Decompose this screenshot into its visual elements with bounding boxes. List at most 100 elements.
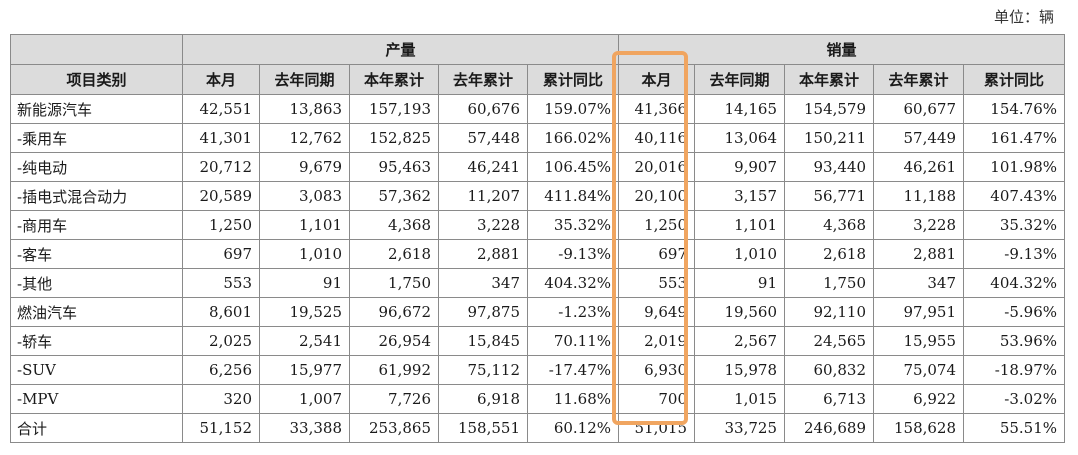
cell-prod-ytd: 157,193 — [349, 94, 439, 124]
cell-prod-month: 553 — [182, 268, 260, 298]
cell-sales-last-ytd: 60,677 — [873, 94, 965, 124]
cell-sales-last-year: 1,015 — [694, 384, 786, 414]
header-category: 项目类别 — [10, 64, 183, 95]
cell-prod-yoy: 159.07% — [526, 94, 620, 124]
table-row: -MPV 320 1,007 7,726 6,918 11.68% 700 1,015 6,71… — [10, 384, 1066, 414]
row-label: -其他 — [10, 268, 183, 298]
row-label: 新能源汽车 — [10, 94, 183, 124]
cell-prod-month: 697 — [182, 239, 260, 269]
unit-label: 单位：辆 — [993, 8, 1054, 26]
cell-sales-month: 41,366 — [618, 94, 696, 124]
cell-sales-last-year: 1,010 — [694, 239, 786, 269]
cell-prod-last-ytd: 75,112 — [438, 355, 528, 385]
cell-prod-last-ytd: 57,448 — [438, 123, 528, 153]
cell-prod-ytd: 7,726 — [349, 384, 439, 414]
cell-prod-month: 2,025 — [182, 326, 260, 356]
cell-prod-last-year: 1,007 — [259, 384, 350, 414]
cell-prod-last-year: 91 — [259, 268, 350, 298]
cell-sales-ytd: 56,771 — [784, 181, 875, 211]
cell-prod-last-year: 33,388 — [259, 413, 350, 443]
cell-prod-last-ytd: 11,207 — [438, 181, 528, 211]
cell-sales-yoy: 161.47% — [963, 123, 1066, 153]
cell-prod-last-year: 15,977 — [259, 355, 350, 385]
row-label: -MPV — [10, 384, 183, 414]
cell-prod-last-ytd: 46,241 — [438, 152, 528, 182]
cell-sales-yoy: 35.32% — [963, 210, 1066, 240]
cell-sales-ytd: 150,211 — [784, 123, 875, 153]
cell-sales-month: 51,015 — [618, 413, 696, 443]
cell-sales-month: 553 — [618, 268, 696, 298]
cell-prod-last-year: 9,679 — [259, 152, 350, 182]
cell-prod-last-ytd: 2,881 — [438, 239, 528, 269]
cell-prod-last-ytd: 97,875 — [438, 297, 528, 327]
cell-sales-ytd: 246,689 — [784, 413, 875, 443]
header-sales-group: 销量 — [618, 34, 1066, 65]
cell-sales-month: 20,100 — [618, 181, 696, 211]
cell-prod-month: 20,589 — [182, 181, 260, 211]
table-row: -商用车 1,250 1,101 4,368 3,228 35.32% 1,250 1,101… — [10, 210, 1066, 240]
cell-prod-ytd: 61,992 — [349, 355, 439, 385]
cell-sales-last-ytd: 97,951 — [873, 297, 965, 327]
table-row: -乘用车 41,301 12,762 152,825 57,448 166.02% 40,1… — [10, 123, 1066, 153]
cell-prod-yoy: -9.13% — [526, 239, 620, 269]
row-label: -轿车 — [10, 326, 183, 356]
cell-sales-last-ytd: 347 — [873, 268, 965, 298]
header-sales-last-year: 去年同期 — [694, 64, 786, 95]
cell-prod-month: 42,551 — [182, 94, 260, 124]
header-sales-last-ytd: 去年累计 — [873, 64, 965, 95]
cell-prod-last-ytd: 6,918 — [438, 384, 528, 414]
table-row: 燃油汽车 8,601 19,525 96,672 97,875 -1.23% 9,649 19… — [10, 297, 1066, 327]
cell-prod-yoy: 166.02% — [526, 123, 620, 153]
cell-prod-month: 41,301 — [182, 123, 260, 153]
cell-sales-last-ytd: 2,881 — [873, 239, 965, 269]
cell-sales-last-year: 33,725 — [694, 413, 786, 443]
cell-sales-last-ytd: 3,228 — [873, 210, 965, 240]
table-row: -其他 553 91 1,750 347 404.32% 553 91 1,750 347 404.… — [10, 268, 1066, 298]
cell-sales-yoy: -5.96% — [963, 297, 1066, 327]
cell-prod-yoy: 411.84% — [526, 181, 620, 211]
cell-prod-month: 8,601 — [182, 297, 260, 327]
cell-sales-yoy: -9.13% — [963, 239, 1066, 269]
cell-prod-ytd: 4,368 — [349, 210, 439, 240]
row-label: 燃油汽车 — [10, 297, 183, 327]
cell-prod-last-year: 13,863 — [259, 94, 350, 124]
row-label: 合计 — [10, 413, 183, 443]
cell-sales-last-ytd: 6,922 — [873, 384, 965, 414]
cell-sales-last-year: 2,567 — [694, 326, 786, 356]
cell-sales-last-year: 91 — [694, 268, 786, 298]
production-sales-table: 产量 销量 项目类别 本月 去年同期 本年累计 去年累计 累计同比 本月 去年同… — [10, 34, 1066, 443]
cell-sales-ytd: 93,440 — [784, 152, 875, 182]
cell-sales-month: 1,250 — [618, 210, 696, 240]
cell-sales-last-year: 19,560 — [694, 297, 786, 327]
cell-prod-yoy: 60.12% — [526, 413, 620, 443]
cell-sales-ytd: 6,713 — [784, 384, 875, 414]
row-label: -乘用车 — [10, 123, 183, 153]
cell-prod-month: 1,250 — [182, 210, 260, 240]
cell-sales-month: 2,019 — [618, 326, 696, 356]
cell-sales-yoy: 404.32% — [963, 268, 1066, 298]
cell-prod-month: 320 — [182, 384, 260, 414]
cell-sales-last-year: 1,101 — [694, 210, 786, 240]
cell-sales-yoy: 407.43% — [963, 181, 1066, 211]
cell-sales-ytd: 60,832 — [784, 355, 875, 385]
table-row: 合计 51,152 33,388 253,865 158,551 60.12% 51,015… — [10, 413, 1066, 443]
table-row: -插电式混合动力 20,589 3,083 57,362 11,207 411.84% 20… — [10, 181, 1066, 211]
header-production-group: 产量 — [181, 34, 620, 65]
table-row: -客车 697 1,010 2,618 2,881 -9.13% 697 1,010 2,618… — [10, 239, 1066, 269]
cell-sales-last-year: 15,978 — [694, 355, 786, 385]
cell-sales-last-ytd: 57,449 — [873, 123, 965, 153]
cell-prod-last-ytd: 15,845 — [438, 326, 528, 356]
cell-prod-yoy: -1.23% — [526, 297, 620, 327]
cell-prod-last-year: 12,762 — [259, 123, 350, 153]
cell-sales-month: 6,930 — [618, 355, 696, 385]
cell-sales-last-year: 14,165 — [694, 94, 786, 124]
cell-prod-month: 51,152 — [182, 413, 260, 443]
cell-prod-last-year: 1,101 — [259, 210, 350, 240]
table-body: 新能源汽车 42,551 13,863 157,193 60,676 159.07% 41,… — [10, 94, 1066, 443]
cell-sales-month: 40,116 — [618, 123, 696, 153]
cell-prod-last-year: 3,083 — [259, 181, 350, 211]
cell-prod-yoy: 404.32% — [526, 268, 620, 298]
cell-sales-last-year: 13,064 — [694, 123, 786, 153]
cell-sales-yoy: 53.96% — [963, 326, 1066, 356]
cell-prod-ytd: 26,954 — [349, 326, 439, 356]
